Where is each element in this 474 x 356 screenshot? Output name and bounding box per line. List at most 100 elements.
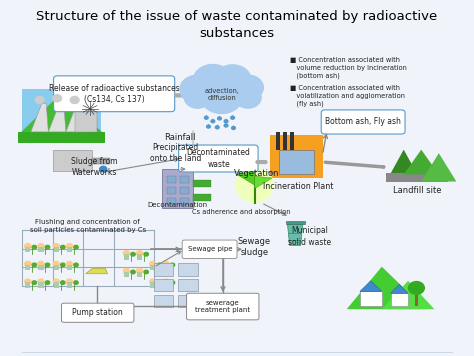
- Circle shape: [157, 263, 162, 267]
- Circle shape: [170, 281, 175, 284]
- FancyBboxPatch shape: [180, 187, 189, 194]
- Polygon shape: [287, 224, 303, 245]
- Polygon shape: [18, 93, 105, 135]
- FancyBboxPatch shape: [360, 292, 382, 306]
- Polygon shape: [255, 176, 272, 189]
- Text: Flushing and concentration of
soil particles contaminated by Cs: Flushing and concentration of soil parti…: [30, 219, 146, 232]
- Circle shape: [144, 270, 148, 274]
- Circle shape: [74, 245, 78, 249]
- Ellipse shape: [235, 167, 274, 203]
- FancyBboxPatch shape: [180, 198, 189, 205]
- Circle shape: [70, 96, 79, 104]
- Text: Incineration Plant: Incineration Plant: [263, 182, 334, 190]
- Circle shape: [144, 252, 148, 256]
- FancyBboxPatch shape: [53, 150, 92, 171]
- Polygon shape: [212, 118, 214, 121]
- FancyBboxPatch shape: [25, 247, 30, 252]
- FancyBboxPatch shape: [38, 247, 44, 252]
- FancyBboxPatch shape: [276, 132, 281, 150]
- Circle shape: [211, 120, 215, 123]
- Circle shape: [157, 281, 162, 284]
- Polygon shape: [360, 281, 382, 292]
- FancyBboxPatch shape: [191, 299, 201, 307]
- FancyBboxPatch shape: [25, 282, 30, 288]
- FancyBboxPatch shape: [67, 247, 72, 252]
- Polygon shape: [66, 104, 83, 132]
- Circle shape: [150, 261, 156, 266]
- FancyBboxPatch shape: [25, 265, 30, 270]
- Text: ■ Concentration associated with
   volume reduction by incineration
   (bottom a: ■ Concentration associated with volume r…: [290, 57, 407, 79]
- Polygon shape: [31, 104, 48, 132]
- FancyBboxPatch shape: [167, 187, 175, 194]
- Circle shape: [207, 125, 210, 128]
- Circle shape: [66, 261, 73, 266]
- FancyBboxPatch shape: [154, 295, 173, 308]
- Circle shape: [233, 75, 264, 100]
- FancyBboxPatch shape: [415, 295, 418, 306]
- Circle shape: [215, 126, 219, 129]
- Circle shape: [38, 244, 44, 248]
- Circle shape: [46, 245, 50, 249]
- Circle shape: [74, 281, 78, 284]
- FancyBboxPatch shape: [67, 265, 72, 270]
- Text: Structure of the issue of waste contaminated by radioactive
substances: Structure of the issue of waste contamin…: [36, 10, 438, 40]
- FancyBboxPatch shape: [137, 254, 142, 260]
- Circle shape: [409, 282, 424, 294]
- FancyBboxPatch shape: [164, 282, 169, 288]
- FancyBboxPatch shape: [150, 265, 155, 270]
- Text: Vegetation: Vegetation: [234, 169, 280, 178]
- Circle shape: [38, 279, 44, 284]
- Circle shape: [163, 279, 169, 284]
- Text: Cs adherence and absorption: Cs adherence and absorption: [192, 209, 291, 215]
- Circle shape: [38, 261, 44, 266]
- Circle shape: [224, 120, 228, 123]
- FancyBboxPatch shape: [124, 272, 129, 277]
- FancyBboxPatch shape: [54, 265, 59, 270]
- FancyBboxPatch shape: [54, 247, 59, 252]
- Polygon shape: [237, 171, 255, 185]
- Text: Sewage pipe: Sewage pipe: [188, 246, 232, 252]
- FancyBboxPatch shape: [75, 111, 97, 132]
- Circle shape: [214, 65, 251, 95]
- Polygon shape: [48, 104, 66, 132]
- Text: Sewage
sludge: Sewage sludge: [238, 237, 271, 257]
- Polygon shape: [205, 115, 208, 118]
- FancyBboxPatch shape: [187, 293, 259, 320]
- Circle shape: [232, 126, 235, 130]
- FancyBboxPatch shape: [124, 254, 129, 260]
- Polygon shape: [218, 115, 221, 119]
- FancyBboxPatch shape: [321, 110, 405, 134]
- Circle shape: [32, 263, 36, 267]
- Circle shape: [231, 116, 235, 119]
- FancyBboxPatch shape: [18, 132, 105, 142]
- FancyBboxPatch shape: [178, 295, 198, 308]
- FancyBboxPatch shape: [216, 299, 225, 307]
- FancyBboxPatch shape: [290, 132, 293, 150]
- FancyBboxPatch shape: [286, 221, 305, 224]
- Circle shape: [131, 252, 135, 256]
- Circle shape: [218, 117, 221, 120]
- Circle shape: [25, 244, 31, 248]
- FancyBboxPatch shape: [391, 293, 408, 306]
- Circle shape: [123, 268, 129, 273]
- Circle shape: [46, 263, 50, 267]
- FancyBboxPatch shape: [22, 89, 101, 132]
- Circle shape: [32, 281, 36, 284]
- FancyBboxPatch shape: [203, 309, 213, 316]
- FancyBboxPatch shape: [180, 176, 189, 183]
- Text: Rainfall: Rainfall: [164, 133, 196, 142]
- FancyBboxPatch shape: [154, 279, 173, 292]
- Circle shape: [25, 261, 31, 266]
- Text: Decontaminated
waste: Decontaminated waste: [187, 148, 251, 168]
- FancyBboxPatch shape: [386, 173, 447, 182]
- Text: sewerage
treatment plant: sewerage treatment plant: [195, 300, 251, 313]
- Circle shape: [150, 279, 156, 284]
- Circle shape: [193, 64, 233, 96]
- FancyBboxPatch shape: [67, 282, 72, 288]
- Circle shape: [53, 279, 59, 284]
- FancyBboxPatch shape: [164, 265, 169, 270]
- Circle shape: [53, 244, 59, 248]
- Polygon shape: [225, 118, 227, 121]
- Circle shape: [204, 116, 208, 119]
- Circle shape: [74, 263, 78, 267]
